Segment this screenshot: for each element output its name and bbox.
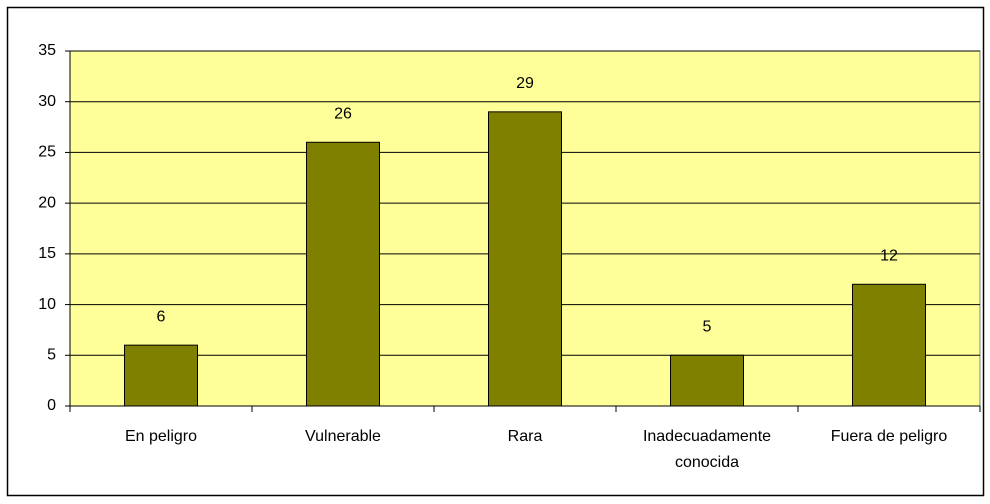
- y-tick-label: 35: [38, 42, 56, 59]
- y-tick-label: 0: [47, 397, 56, 414]
- x-tick-label: Inadecuadamente conocida: [642, 428, 772, 471]
- bar: [670, 354, 744, 407]
- x-tick-label: Rara: [507, 428, 543, 445]
- y-tick-label: 5: [47, 347, 56, 364]
- bar: [852, 283, 926, 407]
- bar: [306, 141, 380, 407]
- data-label: 6: [157, 308, 166, 325]
- x-tick-label: Vulnerable: [305, 428, 381, 445]
- y-tick-label: 10: [38, 296, 56, 313]
- bar: [124, 344, 198, 407]
- y-tick-label: 15: [38, 245, 56, 262]
- x-tick-label: En peligro: [124, 428, 198, 445]
- y-tick-label: 30: [38, 93, 56, 110]
- bar: [488, 111, 562, 407]
- data-label: 29: [516, 75, 534, 92]
- data-label: 26: [334, 106, 352, 123]
- y-tick-label: 25: [38, 144, 56, 161]
- y-tick-label: 20: [38, 194, 56, 211]
- data-label: 12: [880, 248, 898, 265]
- x-tick-label: Fuera de peligro: [830, 428, 948, 445]
- data-label: 5: [703, 319, 712, 336]
